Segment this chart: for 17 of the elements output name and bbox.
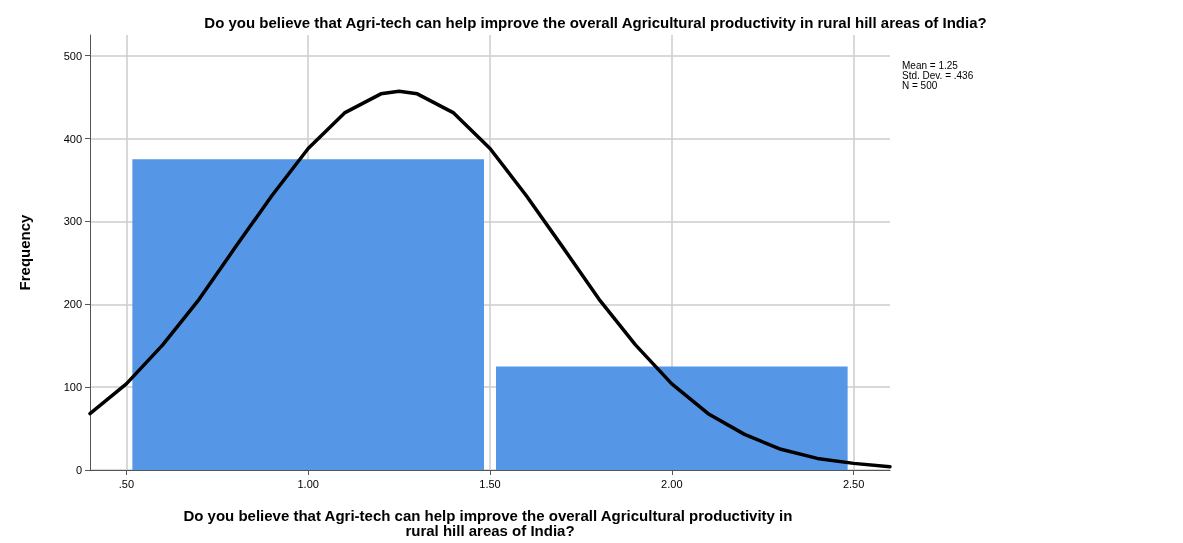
x-tick-label: 2.00 bbox=[661, 477, 683, 490]
x-tick-label: 2.50 bbox=[842, 477, 865, 490]
y-tick-label: 400 bbox=[63, 132, 82, 145]
text: N = 500 bbox=[902, 79, 938, 91]
y-tick-label: 0 bbox=[75, 464, 82, 476]
y-tick-label: 500 bbox=[63, 49, 82, 62]
text: Std. Dev. = .436 bbox=[902, 69, 974, 81]
y-tick-label: 300 bbox=[63, 215, 82, 228]
x-tick-label: 1.50 bbox=[479, 477, 501, 490]
x-tick-label: .50 bbox=[118, 477, 135, 490]
y-tick-label: 100 bbox=[63, 381, 82, 394]
x-tick-label: 1.00 bbox=[297, 477, 319, 490]
chart-title: Do you believe that Agri-tech can help improve the overall Agricultural productivity in rural hill areas of India? bbox=[204, 14, 987, 31]
y-axis-title: Frequency bbox=[16, 213, 33, 291]
y-tick-label: 200 bbox=[63, 298, 82, 311]
text: Mean = 1.25 bbox=[902, 59, 959, 71]
x-axis-title: Do you believe that Agri-tech can help improve the overall Agricultural productivity in rural hill areas of India? bbox=[183, 507, 797, 539]
